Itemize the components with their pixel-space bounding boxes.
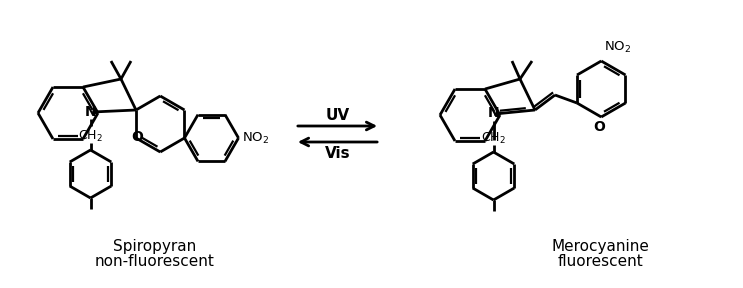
Text: Spiropyran: Spiropyran <box>114 238 197 253</box>
Text: N: N <box>85 105 97 119</box>
Text: NO$_2$: NO$_2$ <box>242 130 270 145</box>
Text: fluorescent: fluorescent <box>557 253 643 268</box>
Text: O: O <box>131 130 143 144</box>
Text: CH$_2$: CH$_2$ <box>78 128 103 143</box>
Text: O: O <box>594 120 606 134</box>
Text: non-fluorescent: non-fluorescent <box>95 253 215 268</box>
Text: Merocyanine: Merocyanine <box>551 238 649 253</box>
Text: UV: UV <box>325 107 349 122</box>
Text: N: N <box>487 106 499 120</box>
Text: NO$_2$: NO$_2$ <box>604 39 632 54</box>
Text: CH$_2$: CH$_2$ <box>481 130 506 145</box>
Text: Vis: Vis <box>325 147 350 162</box>
